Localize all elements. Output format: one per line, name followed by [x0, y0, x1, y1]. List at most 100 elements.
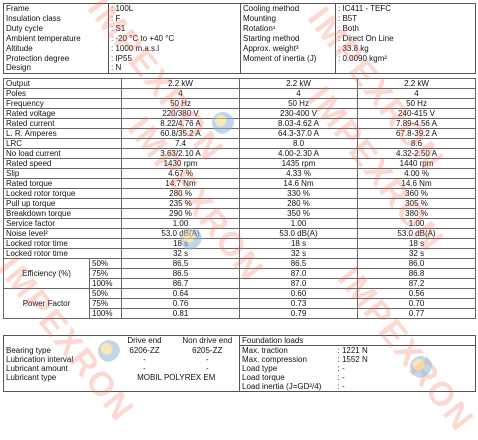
spec-row: Insulation class: F Mounting: B5T	[3, 13, 476, 24]
perf-label: LRC	[2, 138, 123, 149]
spec-row: Frame: 100L Cooling method: IC411 - TEFC	[3, 3, 476, 14]
perf-value: 290 %	[121, 208, 241, 219]
perf-value: 0.79	[239, 308, 359, 319]
perf-value: 380 %	[357, 208, 477, 219]
perf-value: 4.67 %	[121, 168, 241, 179]
perf-value: 67.8-39.2 A	[357, 128, 477, 139]
perf-value: 0.77	[357, 308, 477, 319]
spec-value: : F	[108, 13, 241, 24]
foundation-value: : -	[337, 382, 345, 391]
spec-label: Moment of inertia (J)	[240, 53, 336, 64]
perf-value: 87.2	[357, 278, 477, 289]
perf-row: Efficiency (%) 50% 86.5 86.5 86.0	[3, 258, 477, 289]
perf-value: 360 %	[357, 188, 477, 199]
perf-value: 0.56	[357, 288, 477, 299]
perf-label: Locked rotor time	[2, 248, 123, 259]
perf-row: LRC 7.4 8.0 8.6	[2, 138, 477, 149]
perf-label: Slip	[2, 168, 123, 179]
bearing-empty	[4, 382, 114, 392]
bearing-value: -	[205, 355, 209, 364]
perf-value: 4.33 %	[239, 168, 359, 179]
load-percent: 50%	[88, 288, 123, 299]
bottom-row: Bearing type 6206-ZZ 6205-ZZ Max. traction:…	[4, 345, 476, 355]
perf-value: 14.6 Nm	[239, 178, 359, 189]
perf-value: 87.0	[239, 278, 359, 289]
perf-value: 2.2 kW	[121, 78, 241, 89]
spec-row: Altitude: 1000 m.a.s.l Approx. weight³: 3…	[3, 43, 476, 54]
foundation-label: Max. traction	[239, 345, 336, 355]
perf-row: Service factor 1.00 1.00 1.00	[2, 218, 477, 229]
perf-row: Frequency 50 Hz 50 Hz 50 Hz	[2, 98, 477, 109]
efficiency-group-label: Efficiency (%)	[3, 258, 90, 289]
perf-value: 240-415 V	[357, 108, 477, 119]
perf-value: 53.0 dB(A)	[121, 228, 241, 239]
spec-label: Protection degree	[3, 53, 109, 64]
bearing-label: Lubricant type	[6, 373, 57, 382]
perf-row: Noise level² 53.0 dB(A) 53.0 dB(A) 53.0 dB(…	[2, 228, 477, 239]
load-percent: 50%	[88, 258, 123, 269]
perf-label: Noise level²	[2, 228, 123, 239]
perf-value: 86.5	[121, 268, 241, 279]
general-spec-table: Frame: 100L Cooling method: IC411 - TEFC I…	[3, 3, 476, 75]
load-percent: 75%	[88, 268, 123, 279]
spec-label: Cooling method	[240, 3, 336, 14]
perf-value: 4.32-2.50 A	[357, 148, 477, 159]
bearing-header-spacer	[4, 336, 114, 346]
perf-value: 0.70	[357, 298, 477, 309]
spec-label	[240, 63, 336, 74]
perf-row: Rated torque 14.7 Nm 14.6 Nm 14.6 Nm	[2, 178, 477, 189]
perf-label: Rated torque	[2, 178, 123, 189]
perf-row: Rated voltage 220/380 V 230-400 V 240-415 V	[2, 108, 477, 119]
perf-row: 100% 0.81 0.79 0.77	[4, 308, 477, 319]
foundation-value: : -	[337, 364, 345, 373]
spec-value: : -20 °C to +40 °C	[108, 33, 241, 44]
perf-value: 8.0	[239, 138, 359, 149]
perf-label: Rated current	[2, 118, 123, 129]
perf-row: Breakdown torque 290 % 350 % 380 %	[2, 208, 477, 219]
perf-value: 50 Hz	[357, 98, 477, 109]
foundation-label: Max. compression	[239, 355, 336, 364]
bottom-row: Lubrication interval - - Max. compression: …	[4, 355, 476, 364]
perf-value: 8.03-4.62 A	[239, 118, 359, 129]
perf-row: Locked rotor time 32 s 32 s 32 s	[2, 248, 477, 259]
perf-row: Pull up torque 235 % 280 % 305 %	[2, 198, 477, 209]
perf-value: 8.22/4.76 A	[121, 118, 241, 129]
perf-value: 86.5	[121, 258, 241, 269]
spec-label: Ambient temperature	[3, 33, 109, 44]
perf-value: 14.6 Nm	[357, 178, 477, 189]
power-factor-group-label: Power Factor	[3, 288, 90, 319]
foundation-label: Load inertia (J=GD²/4)	[239, 382, 336, 392]
perf-row: Poles 4 4 4	[2, 88, 477, 99]
bearing-and-foundation-table: Drive end Non drive end Foundation loads Be…	[3, 335, 477, 392]
perf-value: 0.64	[121, 288, 241, 299]
perf-row: Locked rotor torque 280 % 330 % 360 %	[2, 188, 477, 199]
perf-value: 4	[239, 88, 359, 99]
load-percent: 100%	[88, 308, 123, 319]
perf-value: 220/380 V	[121, 108, 241, 119]
bottom-row: Lubricant type MOBIL POLYREX EM Load torqu…	[4, 373, 476, 382]
spec-value	[336, 63, 476, 73]
spec-row: Design: N	[3, 63, 476, 74]
bearing-value: -	[143, 364, 146, 373]
spec-value: : IC411 - TEFC	[338, 4, 392, 13]
bearing-value: -	[143, 355, 146, 364]
bearing-empty	[176, 382, 240, 392]
perf-row: 75% 86.5 87.0 86.8	[4, 268, 477, 279]
foundation-value: : 1552 N	[337, 355, 368, 364]
perf-row: L. R. Amperes 60.8/35.2 A 64.3-37.0 A 67.8-…	[2, 128, 477, 139]
perf-value: 280 %	[239, 198, 359, 209]
spec-value: : Direct On Line	[338, 33, 394, 43]
perf-value: 0.73	[239, 298, 359, 309]
perf-value: 4	[121, 88, 241, 99]
perf-value: 1.00	[357, 218, 477, 229]
spec-row: Protection degree: IP55 Moment of inertia…	[3, 53, 476, 64]
spec-value: : Both	[338, 23, 359, 33]
perf-label: Rated speed	[2, 158, 123, 169]
perf-value: 280 %	[121, 188, 241, 199]
perf-label: L. R. Amperes	[2, 128, 123, 139]
perf-value: 18 s	[121, 238, 241, 249]
perf-row: Rated speed 1430 rpm 1435 rpm 1440 rpm	[2, 158, 477, 169]
perf-row: Locked rotor time 18 s 18 s 18 s	[2, 238, 477, 249]
bearing-value: -	[205, 364, 209, 373]
perf-value: 0.81	[121, 308, 241, 319]
